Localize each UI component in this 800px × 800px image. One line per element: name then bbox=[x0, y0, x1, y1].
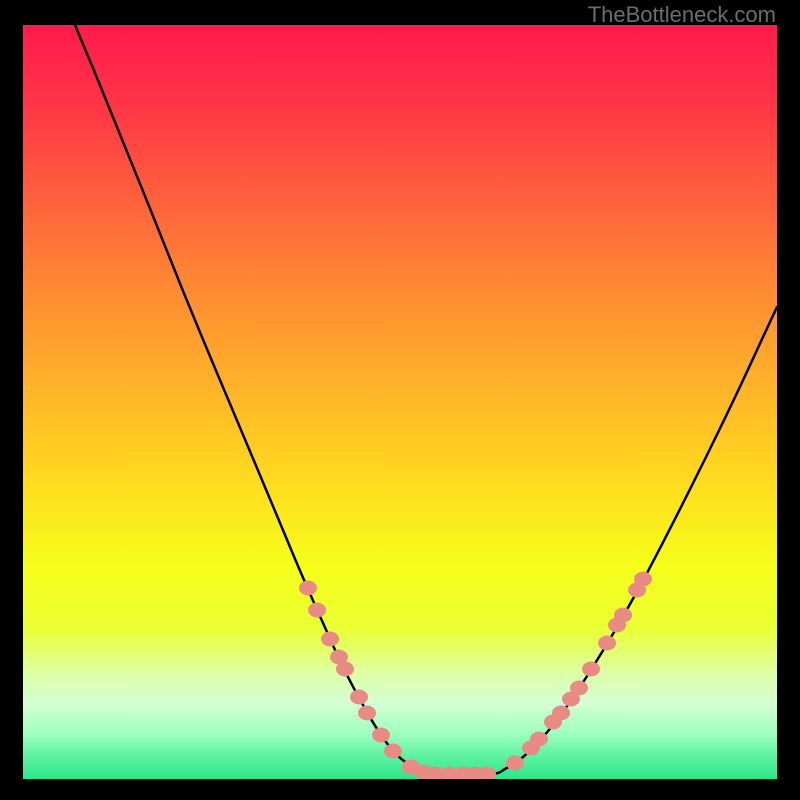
bead-marker bbox=[506, 756, 524, 771]
watermark-text: TheBottleneck.com bbox=[588, 2, 776, 28]
bead-marker bbox=[372, 728, 390, 743]
plot-area bbox=[23, 25, 777, 779]
bead-marker bbox=[634, 572, 652, 587]
bead-marker bbox=[350, 690, 368, 705]
bead-marker bbox=[598, 636, 616, 651]
bead-marker bbox=[614, 608, 632, 623]
beads-right-cluster bbox=[506, 572, 652, 771]
v-curve-path bbox=[75, 25, 777, 775]
bead-marker bbox=[552, 706, 570, 721]
bead-marker bbox=[336, 662, 354, 677]
beads-bottom-cluster bbox=[402, 760, 496, 780]
bead-marker bbox=[299, 581, 317, 596]
bead-marker bbox=[582, 662, 600, 677]
bead-marker bbox=[384, 744, 402, 759]
bead-marker bbox=[530, 732, 548, 747]
curve-layer bbox=[23, 25, 777, 779]
beads-left-cluster bbox=[299, 581, 402, 759]
bead-marker bbox=[358, 706, 376, 721]
bead-marker bbox=[321, 632, 339, 647]
bead-marker bbox=[308, 603, 326, 618]
bead-marker bbox=[570, 681, 588, 696]
